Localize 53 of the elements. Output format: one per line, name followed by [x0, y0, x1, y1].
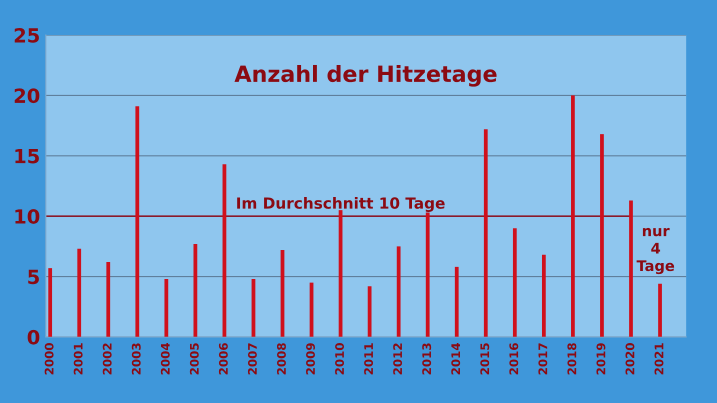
bar — [252, 278, 256, 337]
x-tick-label: 2010 — [335, 343, 344, 374]
annotation: nur 4 Tage — [636, 228, 674, 274]
bar — [396, 246, 401, 337]
bar — [368, 286, 372, 337]
x-tick-label: 2005 — [190, 343, 199, 374]
x-tick-label: 2002 — [102, 343, 112, 374]
bar — [48, 268, 52, 337]
text: Anzahl der Hitzetage — [234, 64, 497, 87]
bar — [280, 250, 284, 337]
bar — [193, 244, 198, 337]
x-tick-label: 2004 — [160, 343, 170, 374]
bar — [135, 106, 140, 337]
x-tick-label: 2017 — [538, 343, 548, 374]
bar — [600, 134, 604, 337]
x-tick-label: 2014 — [451, 343, 460, 374]
x-tick-label: 2020 — [625, 343, 634, 374]
bar — [542, 254, 546, 337]
bar — [106, 262, 110, 337]
x-tick-label: 2015 — [480, 343, 490, 374]
bar — [310, 282, 314, 337]
y-tick-label: 0 — [28, 330, 40, 345]
y-tick-label: 15 — [15, 149, 39, 164]
bar — [629, 200, 633, 337]
bar — [164, 278, 168, 337]
bar — [454, 266, 459, 337]
x-tick-label: 2000 — [44, 343, 54, 374]
x-tick-label: 2013 — [422, 343, 432, 374]
x-tick-label: 2019 — [596, 343, 606, 374]
bar — [222, 164, 226, 337]
bar — [512, 228, 517, 337]
bar — [77, 248, 82, 337]
y-tick-label: 10 — [15, 209, 40, 224]
x-tick-label: 2016 — [509, 343, 518, 374]
y-tick-label: 20 — [14, 88, 40, 104]
bar — [338, 210, 342, 337]
x-tick-label: 2011 — [364, 343, 374, 374]
x-tick-label: 2006 — [218, 343, 228, 374]
y-tick-label: 25 — [14, 28, 39, 43]
bar — [484, 129, 488, 337]
ref-line-label: Im Durchschnitt 10 Tage — [237, 197, 445, 212]
x-tick-label: 2021 — [654, 343, 664, 374]
x-tick-label: 2018 — [567, 343, 576, 374]
x-tick-label: 2012 — [393, 343, 402, 374]
x-tick-label: 2001 — [74, 343, 83, 374]
x-tick-label: 2008 — [276, 343, 286, 374]
bar — [426, 212, 430, 337]
y-tick-label: 5 — [28, 270, 39, 284]
x-tick-label: 2007 — [248, 343, 257, 374]
x-tick-label: 2009 — [306, 343, 315, 374]
bar — [658, 284, 662, 337]
x-tick-label: 2003 — [132, 343, 141, 374]
bar — [571, 95, 575, 337]
